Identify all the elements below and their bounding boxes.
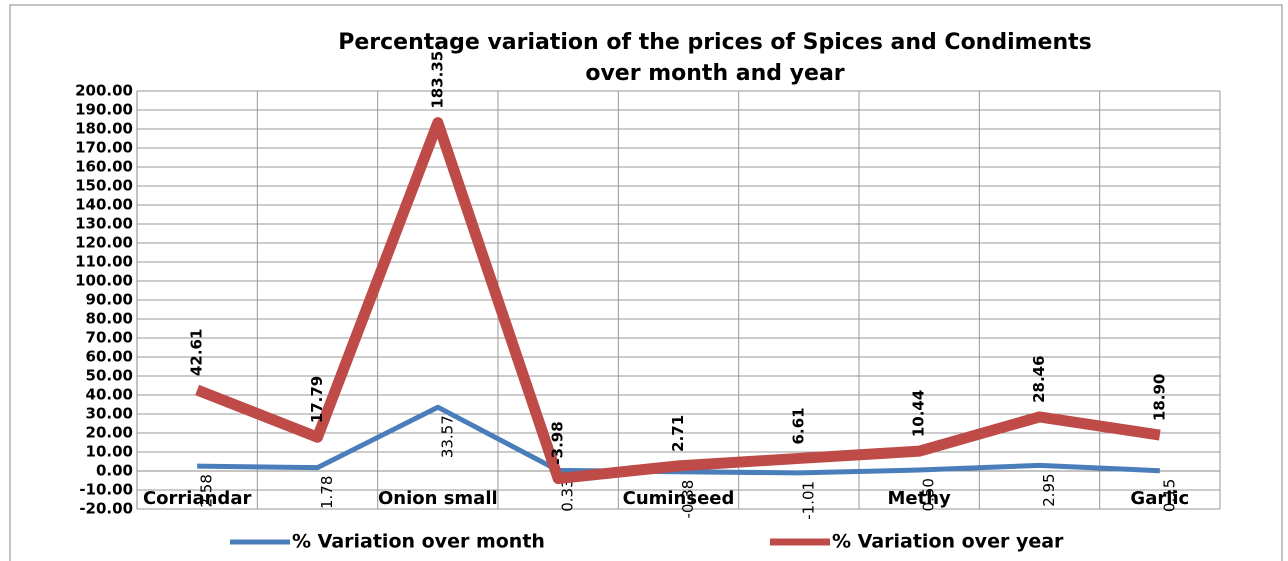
y-tick-label: 100.00 [75,272,133,290]
data-label: 33.57 [438,415,456,458]
data-label: 6.61 [789,407,807,444]
data-label: -0.38 [679,480,697,519]
data-label: 2.58 [198,474,216,507]
data-label: -1.01 [799,481,817,520]
legend-label: % Variation over month [292,531,545,553]
y-tick-label: 10.00 [86,443,133,461]
chart-title: Percentage variation of the prices of Sp… [338,30,1092,55]
y-tick-label: -10.00 [79,481,133,499]
y-tick-label: 70.00 [86,329,133,347]
data-label: -3.98 [549,421,567,464]
data-label: 42.61 [188,329,206,376]
data-label: 10.44 [910,390,928,437]
data-label: 2.95 [1040,473,1058,506]
y-tick-label: 80.00 [86,310,133,328]
y-tick-label: 50.00 [86,367,133,385]
y-tick-label: 140.00 [75,196,133,214]
data-label: 0.50 [920,478,938,511]
y-tick-label: 40.00 [86,386,133,404]
y-tick-label: 30.00 [86,405,133,423]
y-tick-label: 190.00 [75,101,133,119]
chart-subtitle: over month and year [585,61,844,86]
data-label: 2.71 [669,415,687,452]
data-label: 183.35 [428,51,446,109]
y-tick-label: 90.00 [86,291,133,309]
data-label: 17.79 [308,376,326,423]
chart-border [9,4,1283,561]
series-line [195,117,1161,485]
data-label: 0.33 [559,478,577,511]
legend-label: % Variation over year [832,531,1064,553]
y-tick-label: -20.00 [79,500,133,518]
y-tick-label: 60.00 [86,348,133,366]
y-tick-label: 200.00 [75,82,133,100]
data-label: 18.90 [1150,374,1168,421]
data-label: 0.15 [1160,479,1178,512]
y-tick-label: 160.00 [75,158,133,176]
y-tick-label: 0.00 [96,462,133,480]
y-tick-label: 180.00 [75,120,133,138]
x-tick-label: Onion small [378,488,498,509]
x-tick-label: Garlic [1130,488,1189,509]
x-tick-label: Methy [888,488,952,509]
data-label: 1.78 [318,476,336,509]
y-tick-label: 170.00 [75,139,133,157]
y-tick-label: 110.00 [75,253,133,271]
y-tick-label: 130.00 [75,215,133,233]
y-tick-label: 20.00 [86,424,133,442]
y-tick-label: 120.00 [75,234,133,252]
data-label: 28.46 [1030,355,1048,402]
x-tick-label: Corriandar [143,488,251,509]
series-line [197,404,1160,476]
x-tick-label: Cuminseed [623,488,735,509]
y-tick-label: 150.00 [75,177,133,195]
